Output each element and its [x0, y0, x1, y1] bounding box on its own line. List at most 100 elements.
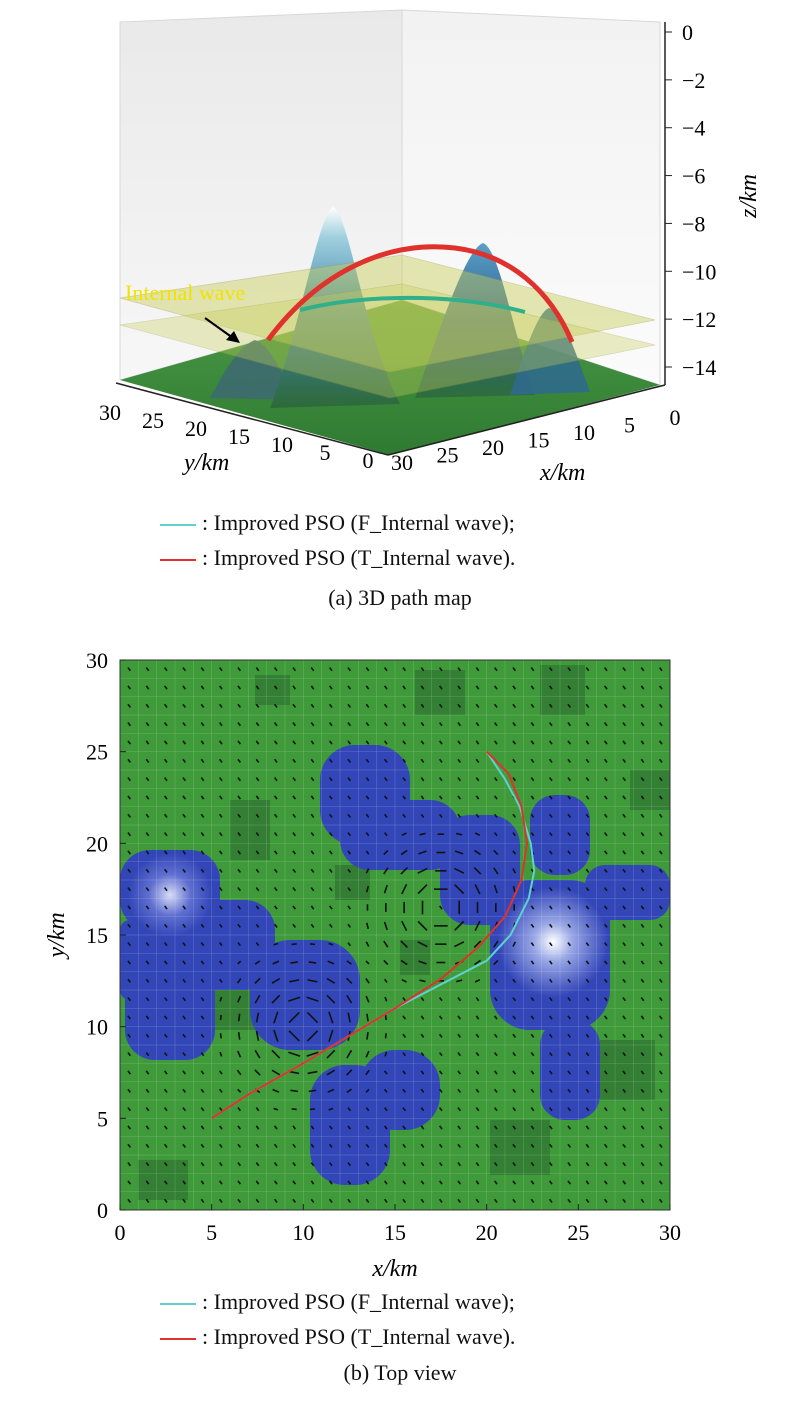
current-vector	[292, 777, 297, 782]
current-vector	[512, 777, 517, 782]
current-vector	[163, 1125, 168, 1130]
current-vector	[420, 685, 425, 690]
current-vector	[567, 978, 572, 983]
current-vector	[567, 1125, 572, 1130]
current-vector	[622, 960, 627, 965]
current-vector	[237, 868, 242, 873]
current-vector	[347, 1143, 352, 1148]
current-vector	[292, 813, 297, 818]
current-vector	[438, 1162, 443, 1167]
current-vector	[328, 758, 333, 763]
legend-b-f-swatch	[160, 1302, 196, 1305]
current-vector	[493, 1033, 498, 1038]
current-vector	[493, 832, 498, 837]
current-vector	[530, 703, 535, 708]
current-vector	[273, 923, 278, 928]
current-vector	[640, 1125, 645, 1130]
current-vector	[237, 1032, 241, 1040]
current-vector	[417, 884, 428, 895]
current-vector	[493, 777, 498, 782]
current-vector	[127, 905, 132, 910]
current-vector	[567, 685, 572, 690]
current-vector	[548, 960, 553, 965]
current-vector	[288, 1051, 301, 1057]
current-vector	[182, 1052, 187, 1057]
current-vector	[548, 813, 553, 818]
current-vector	[145, 667, 150, 672]
y-tick-label: 10	[86, 1015, 108, 1040]
current-vector	[145, 905, 150, 910]
current-vector	[567, 703, 572, 708]
current-vector	[401, 832, 407, 837]
current-vector	[328, 777, 333, 782]
current-vector	[163, 1107, 168, 1112]
current-vector	[365, 1088, 370, 1093]
current-vector	[127, 960, 132, 965]
current-vector	[622, 758, 627, 763]
current-vector	[200, 685, 205, 690]
current-vector	[310, 832, 315, 837]
current-vector	[383, 685, 388, 690]
current-vector	[200, 905, 205, 910]
current-vector	[273, 703, 278, 708]
y-tick-label: 30	[86, 648, 108, 673]
current-vector	[548, 1180, 553, 1185]
current-vector	[420, 1125, 425, 1130]
current-vector	[512, 1162, 517, 1167]
current-vector	[420, 1107, 425, 1112]
current-vector	[548, 1052, 553, 1057]
y-tick-label: 5	[97, 1106, 108, 1131]
current-vector	[127, 722, 132, 727]
current-vector	[419, 832, 426, 836]
current-vector	[438, 1107, 443, 1112]
current-vector	[420, 777, 425, 782]
current-vector	[347, 887, 352, 892]
current-vector	[127, 813, 132, 818]
current-vector	[273, 777, 278, 782]
current-vector	[200, 942, 205, 947]
current-vector	[200, 703, 205, 708]
current-vector	[603, 703, 608, 708]
current-vector	[182, 722, 187, 727]
current-vector	[182, 905, 187, 910]
current-vector	[200, 1088, 205, 1093]
z-tick-label: −2	[682, 68, 705, 93]
current-vector	[328, 850, 333, 855]
current-vector	[567, 1162, 572, 1167]
current-vector	[384, 1033, 387, 1039]
current-vector	[345, 977, 353, 985]
internal-wave-plane-upper	[119, 254, 656, 373]
current-vector	[622, 1070, 627, 1075]
current-vector	[383, 1088, 388, 1093]
current-vector	[328, 1162, 333, 1167]
current-vector	[493, 1052, 498, 1057]
legend-a-f-text: : Improved PSO (F_Internal wave);	[202, 510, 515, 535]
current-vector	[530, 1180, 535, 1185]
current-vector	[306, 1051, 319, 1057]
current-vector	[328, 887, 333, 892]
current-vector	[347, 758, 352, 763]
current-vector	[347, 1162, 352, 1167]
current-vector	[145, 685, 150, 690]
current-vector	[493, 978, 498, 983]
current-vector	[438, 905, 443, 910]
caption-a: (a) 3D path map	[328, 585, 472, 610]
y-tick-label: 25	[86, 740, 108, 765]
current-vector	[127, 703, 132, 708]
current-vector	[420, 1088, 425, 1093]
current-vector	[218, 850, 223, 855]
current-vector	[658, 1015, 663, 1020]
current-vector	[457, 997, 462, 1002]
current-vector	[218, 1180, 223, 1185]
current-vector	[237, 923, 242, 928]
current-vector	[200, 1015, 205, 1020]
current-vector	[145, 960, 150, 965]
current-vector	[326, 994, 336, 1004]
current-vector	[237, 667, 242, 672]
current-vector	[163, 942, 168, 947]
current-vector	[658, 1088, 663, 1093]
current-vector	[145, 1088, 150, 1093]
current-vector	[438, 740, 443, 745]
current-vector	[402, 1015, 407, 1020]
current-vector	[182, 1198, 187, 1203]
